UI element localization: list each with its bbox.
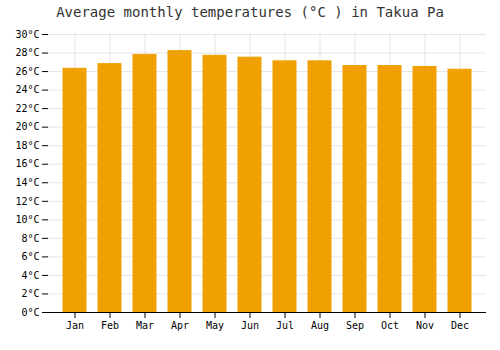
svg-text:Dec: Dec (451, 320, 469, 331)
svg-text:0°C: 0°C (21, 307, 39, 318)
html-text:Average monthly temperatures (: Average monthly temperatures (°C ) in Ta… (56, 4, 444, 20)
svg-text:26°C: 26°C (15, 66, 39, 77)
svg-text:Feb: Feb (101, 320, 119, 331)
svg-text:4°C: 4°C (21, 270, 39, 281)
svg-text:Aug: Aug (311, 320, 329, 331)
svg-text:Apr: Apr (171, 320, 189, 331)
svg-text:Jan: Jan (66, 320, 84, 331)
svg-text:22°C: 22°C (15, 103, 39, 114)
svg-text:10°C: 10°C (15, 214, 39, 225)
svg-text:30°C: 30°C (15, 29, 39, 40)
svg-text:May: May (206, 320, 224, 331)
svg-text:28°C: 28°C (15, 47, 39, 58)
svg-text:Sep: Sep (346, 320, 364, 331)
svg-text:Jul: Jul (276, 320, 294, 331)
svg-text:16°C: 16°C (15, 158, 39, 169)
svg-text:Jun: Jun (241, 320, 259, 331)
svg-text:24°C: 24°C (15, 84, 39, 95)
svg-text:8°C: 8°C (21, 233, 39, 244)
svg-text:12°C: 12°C (15, 196, 39, 207)
svg-text:14°C: 14°C (15, 177, 39, 188)
svg-text:18°C: 18°C (15, 140, 39, 151)
svg-text:Oct: Oct (381, 320, 399, 331)
svg-text:6°C: 6°C (21, 251, 39, 262)
svg-text:Nov: Nov (416, 320, 434, 331)
svg-text:20°C: 20°C (15, 121, 39, 132)
svg-text:Mar: Mar (136, 320, 154, 331)
svg-text:2°C: 2°C (21, 288, 39, 299)
